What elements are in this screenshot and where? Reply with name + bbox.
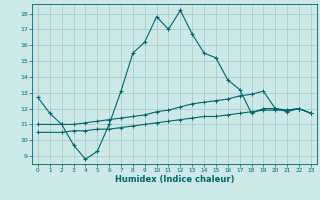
X-axis label: Humidex (Indice chaleur): Humidex (Indice chaleur) [115, 175, 234, 184]
